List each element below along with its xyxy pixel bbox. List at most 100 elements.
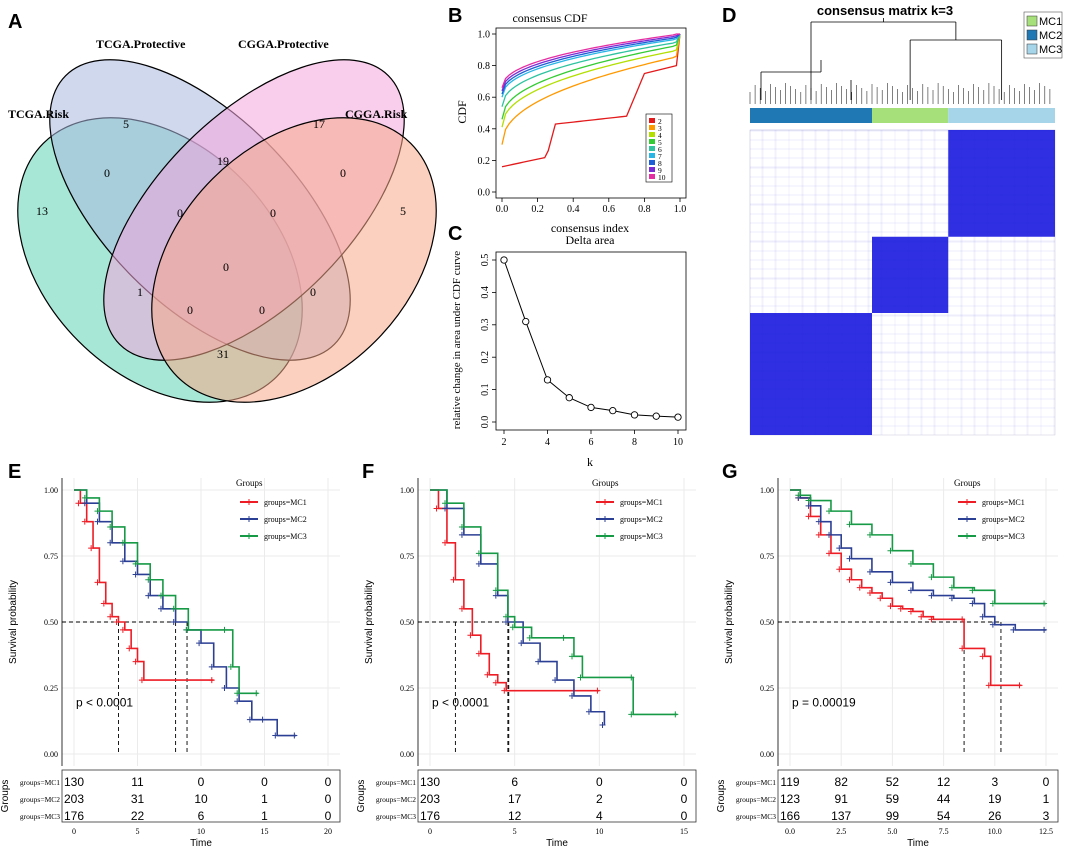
- risk-value: 54: [937, 809, 951, 823]
- cdf-legend-swatch: [649, 132, 655, 137]
- surv-censor-mark: [458, 523, 465, 530]
- risk-xlabel: Time: [190, 838, 212, 849]
- surv-censor-mark: [560, 634, 567, 641]
- surv-censor-mark: [492, 679, 499, 686]
- delta-ytick-label: 0.4: [480, 286, 491, 299]
- surv-legend-label: groups=MC1: [264, 498, 307, 507]
- risk-table-ylabel: Groups: [0, 780, 11, 813]
- delta-title: Delta area: [566, 233, 616, 247]
- risk-value: 1: [261, 792, 268, 806]
- surv-censor-mark: [442, 500, 449, 507]
- delta-ylabel: relative change in area under CDF curve: [451, 251, 463, 429]
- cdf-series-5: [501, 33, 681, 120]
- venn-value: 0: [310, 285, 316, 299]
- risk-value: 0: [198, 775, 205, 789]
- surv-ytick-label: 1.00: [760, 486, 774, 495]
- heatmap-body: [749, 129, 1056, 436]
- risk-value: 59: [886, 792, 900, 806]
- risk-xtick-label: 15: [261, 827, 269, 836]
- risk-value: 137: [831, 809, 851, 823]
- risk-value: 99: [886, 809, 900, 823]
- surv-censor-mark: [475, 650, 482, 657]
- surv-censor-mark: [502, 619, 509, 625]
- cdf-xtick-label: 0.2: [531, 204, 544, 215]
- risk-value: 0: [325, 792, 332, 806]
- surv-censor-mark: [170, 605, 177, 612]
- risk-xtick-label: 12.5: [1039, 827, 1053, 836]
- risk-value: 166: [780, 809, 800, 823]
- surv-censor-mark: [132, 658, 139, 665]
- risk-row-label: groups=MC3: [20, 812, 60, 821]
- surv-ytick-label: 0.00: [760, 750, 774, 759]
- surv-legend-label: groups=MC2: [620, 515, 663, 524]
- risk-xtick-label: 10: [197, 827, 205, 836]
- delta-point: [587, 403, 595, 412]
- cdf-legend-swatch: [649, 125, 655, 130]
- risk-row-label: groups=MC3: [376, 812, 416, 821]
- surv-censor-mark: [132, 571, 139, 578]
- surv-censor-mark: [119, 626, 126, 633]
- venn-value: 13: [36, 204, 48, 218]
- surv-censor-mark: [458, 531, 465, 538]
- risk-value: 130: [420, 775, 440, 789]
- surv-curve-MC1: [74, 489, 214, 681]
- surv-censor-mark: [291, 732, 298, 739]
- delta-ytick-label: 0.2: [480, 351, 491, 364]
- surv-censor-mark: [234, 690, 241, 697]
- cluster-legend-swatch: [1026, 29, 1038, 41]
- surv-legend-label: groups=MC1: [982, 498, 1025, 507]
- heatmap-block-MC2: [750, 313, 872, 435]
- surv-ytick-label: 0.50: [400, 618, 414, 627]
- risk-value: 1: [1043, 792, 1050, 806]
- risk-xlabel: Time: [546, 838, 568, 849]
- surv-censor-mark: [985, 682, 992, 689]
- venn-diagram: TCGA.Risk TCGA.Protective CGGA.Protectiv…: [8, 37, 437, 403]
- surv-censor-mark: [836, 545, 843, 552]
- surv-censor-mark: [948, 584, 955, 591]
- surv-censor-mark: [458, 605, 465, 612]
- surv-censor-mark: [208, 663, 215, 670]
- dendrogram: [749, 18, 1051, 104]
- risk-xlabel: Time: [907, 838, 929, 849]
- matrix-title: consensus matrix k=3: [817, 3, 953, 18]
- surv-censor-mark: [272, 732, 279, 739]
- cdf-legend-swatch: [649, 139, 655, 144]
- cluster-legend-label: MC1: [1039, 16, 1062, 28]
- delta-xtick-label: 4: [545, 437, 550, 448]
- surv-censor-mark: [526, 634, 533, 641]
- risk-row-label: groups=MC2: [20, 795, 60, 804]
- cdf-ytick-label: 1.0: [478, 30, 491, 41]
- risk-table-frame: [777, 769, 1059, 823]
- cdf-ytick-label: 0.6: [478, 93, 491, 104]
- surv-censor-mark: [467, 632, 474, 639]
- surv-curve-MC1: [790, 489, 1022, 687]
- surv-censor-mark: [126, 645, 133, 652]
- risk-value: 176: [64, 809, 84, 823]
- surv-censor-mark: [107, 539, 114, 546]
- panel-label-d: D: [722, 5, 736, 27]
- surv-censor-mark: [119, 539, 126, 546]
- cdf-legend-label: 2: [658, 117, 662, 126]
- delta-xtick-label: 8: [632, 437, 637, 448]
- cdf-legend-label: 5: [658, 138, 662, 147]
- surv-censor-mark: [979, 613, 986, 620]
- risk-value: 44: [937, 792, 951, 806]
- surv-censor-mark: [501, 687, 508, 694]
- surv-ytick-label: 0.75: [760, 552, 774, 561]
- surv-ytick-label: 0.00: [44, 750, 58, 759]
- cdf-ytick-label: 0.0: [478, 188, 491, 199]
- surv-censor-mark: [887, 603, 894, 610]
- surv-censor-mark: [492, 587, 499, 594]
- surv-ylabel: Survival probability: [8, 580, 19, 664]
- risk-xtick-label: 5: [513, 827, 517, 836]
- cdf-legend-label: 6: [658, 145, 662, 154]
- venn-value: 0: [187, 303, 193, 317]
- risk-value: 1: [261, 809, 268, 823]
- risk-value: 123: [780, 792, 800, 806]
- venn-value: 0: [259, 303, 265, 317]
- risk-value: 17: [508, 792, 522, 806]
- surv-censor-mark: [826, 508, 833, 515]
- surv-legend-label: groups=MC2: [982, 515, 1025, 524]
- surv-censor-mark: [826, 550, 833, 557]
- cdf-series-2: [501, 33, 681, 168]
